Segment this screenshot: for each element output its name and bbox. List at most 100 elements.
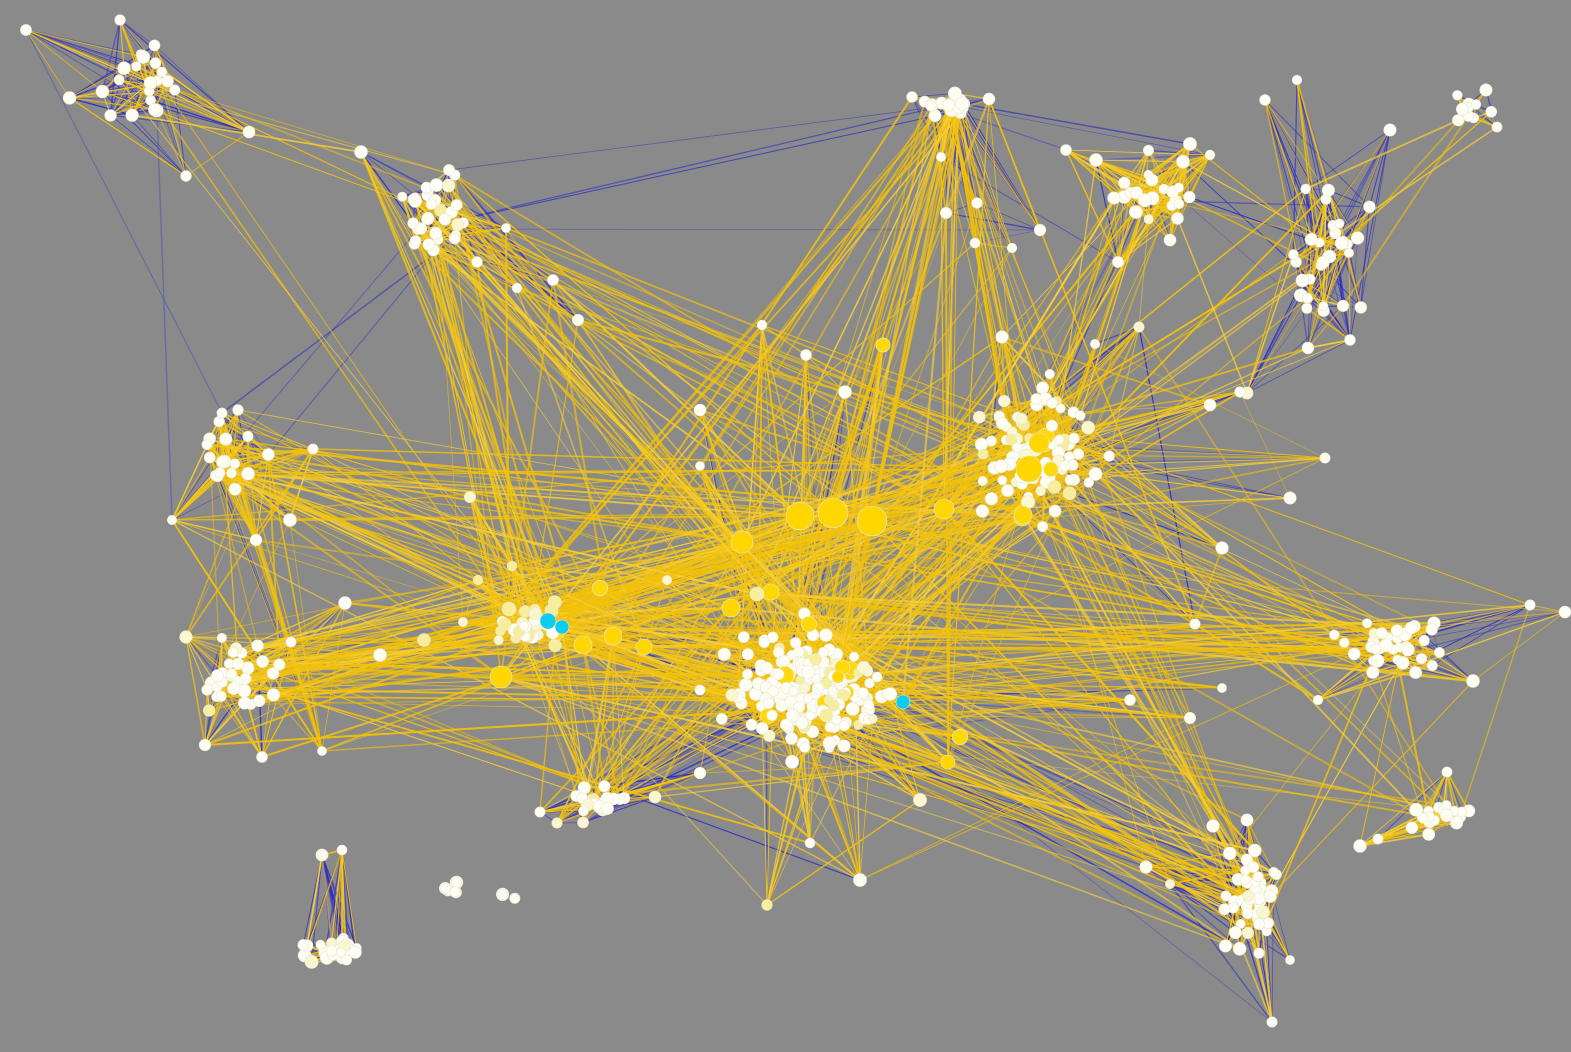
graph-node[interactable] bbox=[1176, 154, 1190, 169]
graph-node[interactable] bbox=[767, 631, 779, 643]
graph-node[interactable] bbox=[577, 816, 589, 829]
graph-node[interactable] bbox=[998, 395, 1011, 408]
graph-node[interactable] bbox=[317, 746, 327, 756]
graph-node[interactable] bbox=[1418, 634, 1430, 647]
graph-node[interactable] bbox=[801, 665, 816, 679]
graph-node[interactable] bbox=[117, 61, 131, 75]
graph-node[interactable] bbox=[297, 939, 310, 951]
graph-node[interactable] bbox=[571, 313, 584, 326]
graph-node[interactable] bbox=[1370, 653, 1385, 668]
graph-node[interactable] bbox=[819, 708, 833, 723]
graph-node[interactable] bbox=[1129, 205, 1143, 219]
graph-node[interactable] bbox=[1350, 231, 1365, 245]
graph-node[interactable] bbox=[148, 103, 162, 117]
graph-node[interactable] bbox=[509, 892, 521, 904]
graph-node[interactable] bbox=[1118, 176, 1131, 189]
graph-node[interactable] bbox=[785, 754, 799, 769]
graph-node[interactable] bbox=[179, 630, 193, 644]
graph-node[interactable] bbox=[1321, 183, 1335, 197]
graph-node[interactable] bbox=[501, 223, 511, 233]
graph-node[interactable] bbox=[785, 732, 798, 745]
graph-node[interactable] bbox=[1394, 642, 1405, 653]
graph-node[interactable] bbox=[325, 944, 338, 957]
graph-node[interactable] bbox=[528, 607, 543, 621]
graph-node[interactable] bbox=[1011, 441, 1023, 453]
graph-node[interactable] bbox=[802, 693, 813, 704]
graph-node-hub[interactable] bbox=[1028, 432, 1050, 454]
graph-node-hub[interactable] bbox=[603, 626, 623, 646]
graph-node[interactable] bbox=[1235, 919, 1246, 929]
graph-node[interactable] bbox=[1203, 398, 1217, 412]
graph-node[interactable] bbox=[1434, 647, 1445, 658]
graph-node-hub[interactable] bbox=[1013, 505, 1033, 525]
graph-node[interactable] bbox=[429, 178, 444, 192]
graph-node[interactable] bbox=[1417, 812, 1429, 824]
graph-node[interactable] bbox=[969, 237, 981, 249]
graph-node[interactable] bbox=[995, 330, 1009, 344]
graph-node[interactable] bbox=[1088, 467, 1103, 481]
graph-node[interactable] bbox=[977, 475, 988, 486]
graph-node[interactable] bbox=[1242, 890, 1255, 902]
graph-node[interactable] bbox=[737, 631, 750, 643]
graph-node[interactable] bbox=[1165, 878, 1176, 889]
graph-node[interactable] bbox=[219, 432, 233, 446]
graph-node[interactable] bbox=[1083, 477, 1095, 488]
graph-node-hub[interactable] bbox=[721, 598, 741, 618]
graph-node[interactable] bbox=[1234, 386, 1246, 398]
graph-node[interactable] bbox=[1138, 193, 1152, 208]
graph-node[interactable] bbox=[837, 739, 851, 753]
graph-node[interactable] bbox=[408, 194, 422, 208]
graph-node[interactable] bbox=[1318, 301, 1329, 312]
graph-node[interactable] bbox=[1256, 905, 1270, 920]
graph-node[interactable] bbox=[1312, 694, 1324, 706]
graph-node[interactable] bbox=[1339, 637, 1350, 648]
graph-node[interactable] bbox=[762, 697, 775, 709]
graph-node[interactable] bbox=[982, 92, 996, 106]
graph-node[interactable] bbox=[1075, 410, 1086, 421]
graph-node[interactable] bbox=[1295, 273, 1310, 288]
graph-node[interactable] bbox=[819, 628, 833, 642]
graph-node[interactable] bbox=[253, 694, 266, 708]
graph-node[interactable] bbox=[238, 696, 252, 710]
graph-node[interactable] bbox=[578, 805, 589, 817]
graph-node[interactable] bbox=[1030, 393, 1043, 405]
graph-node[interactable] bbox=[838, 385, 852, 399]
graph-node[interactable] bbox=[1005, 433, 1018, 446]
graph-node[interactable] bbox=[1145, 173, 1159, 187]
graph-node[interactable] bbox=[316, 849, 328, 861]
graph-node[interactable] bbox=[661, 574, 672, 585]
graph-node[interactable] bbox=[755, 722, 769, 735]
graph-node[interactable] bbox=[203, 451, 216, 464]
graph-node[interactable] bbox=[913, 793, 927, 807]
graph-node[interactable] bbox=[198, 738, 212, 752]
graph-node[interactable] bbox=[1266, 1016, 1278, 1028]
graph-node[interactable] bbox=[136, 50, 150, 64]
graph-node[interactable] bbox=[216, 455, 230, 469]
graph-node[interactable] bbox=[1259, 94, 1271, 106]
graph-node[interactable] bbox=[1441, 766, 1453, 778]
graph-node[interactable] bbox=[1343, 247, 1354, 258]
graph-node[interactable] bbox=[767, 685, 779, 697]
graph-node[interactable] bbox=[451, 877, 462, 888]
graph-node[interactable] bbox=[227, 681, 241, 695]
graph-node[interactable] bbox=[827, 699, 840, 712]
graph-node[interactable] bbox=[875, 337, 891, 353]
graph-node[interactable] bbox=[1319, 452, 1331, 464]
graph-node[interactable] bbox=[1206, 819, 1220, 833]
graph-node[interactable] bbox=[1449, 816, 1464, 830]
graph-node[interactable] bbox=[799, 742, 811, 753]
graph-node[interactable] bbox=[1375, 627, 1388, 640]
graph-node[interactable] bbox=[925, 99, 937, 112]
graph-node[interactable] bbox=[1112, 256, 1124, 268]
graph-node[interactable] bbox=[1059, 460, 1071, 472]
graph-node[interactable] bbox=[725, 688, 739, 702]
graph-node[interactable] bbox=[472, 574, 484, 586]
graph-node[interactable] bbox=[169, 84, 181, 96]
graph-node[interactable] bbox=[758, 636, 770, 649]
graph-node[interactable] bbox=[463, 490, 476, 503]
graph-node[interactable] bbox=[1390, 624, 1403, 637]
graph-node[interactable] bbox=[695, 461, 705, 471]
graph-node[interactable] bbox=[425, 198, 438, 210]
graph-node[interactable] bbox=[1163, 233, 1177, 247]
graph-node[interactable] bbox=[1218, 903, 1231, 916]
